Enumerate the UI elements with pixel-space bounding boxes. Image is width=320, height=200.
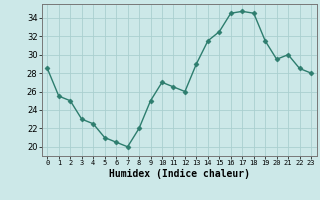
X-axis label: Humidex (Indice chaleur): Humidex (Indice chaleur) [109,169,250,179]
